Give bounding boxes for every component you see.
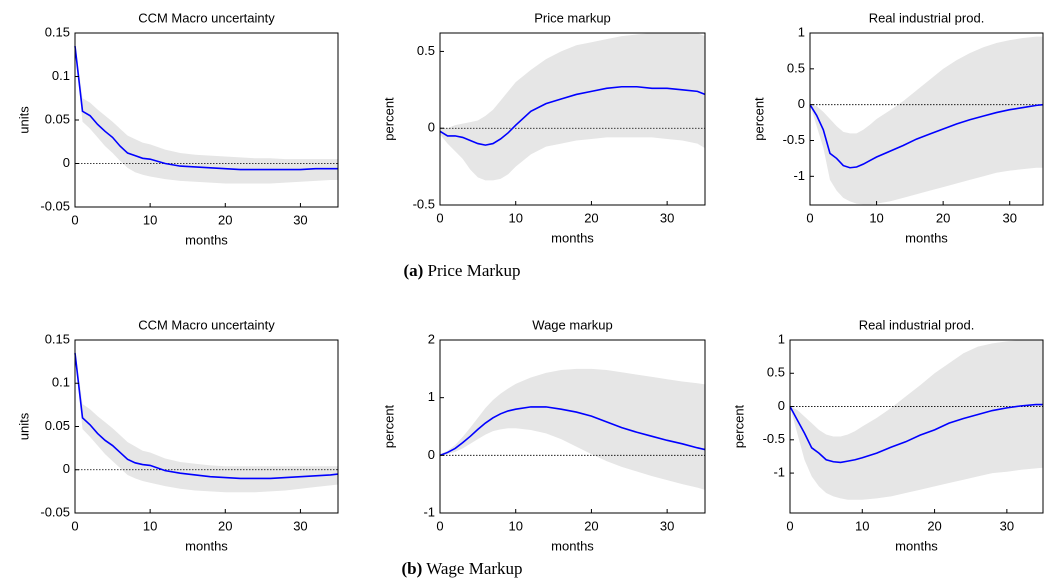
y-tick-label: 2 xyxy=(428,331,435,346)
confidence-band xyxy=(75,348,338,493)
y-tick-label: 1 xyxy=(428,389,435,404)
chart-title: CCM Macro uncertainty xyxy=(138,10,275,25)
x-axis-label: months xyxy=(551,538,594,553)
caption: (a) Price Markup xyxy=(403,261,520,280)
x-tick-label: 10 xyxy=(143,518,157,533)
y-tick-label: 0.5 xyxy=(787,60,805,75)
response-line xyxy=(439,85,706,146)
x-axis-label: months xyxy=(185,232,228,247)
x-tick-label: 20 xyxy=(584,210,598,225)
y-tick-label: 1 xyxy=(798,24,805,39)
y-axis-label: percent xyxy=(381,404,396,448)
y-tick-label: -0.5 xyxy=(413,196,435,211)
response-line xyxy=(789,403,1043,464)
axes-box xyxy=(439,32,706,206)
response-line xyxy=(439,406,706,457)
chart-title: Real industrial prod. xyxy=(859,317,975,332)
caption-text: Wage Markup xyxy=(426,559,522,578)
y-tick-label: -0.05 xyxy=(40,198,70,213)
x-tick-label: 30 xyxy=(293,518,307,533)
caption: (b) Wage Markup xyxy=(401,559,522,578)
y-axis-label: percent xyxy=(381,97,396,141)
x-tick-label: 10 xyxy=(143,212,157,227)
x-tick-label: 20 xyxy=(584,518,598,533)
confidence-band xyxy=(75,41,338,184)
y-tick-label: 0 xyxy=(428,447,435,462)
y-tick-label: 0.5 xyxy=(417,43,435,58)
y-tick-label: 0 xyxy=(798,96,805,111)
y-tick-label: -0.5 xyxy=(783,132,805,147)
y-tick-label: -1 xyxy=(773,465,785,480)
y-tick-label: 0 xyxy=(63,461,70,476)
confidence-band xyxy=(810,36,1043,205)
y-tick-label: 0 xyxy=(778,398,785,413)
x-axis-label: months xyxy=(551,230,594,245)
chart-title: Real industrial prod. xyxy=(869,10,985,25)
response-line xyxy=(74,352,339,480)
response-line xyxy=(809,103,1044,169)
x-tick-label: 0 xyxy=(71,518,78,533)
x-tick-label: 20 xyxy=(218,518,232,533)
x-tick-label: 20 xyxy=(936,210,950,225)
y-tick-label: 0.05 xyxy=(45,418,70,433)
x-tick-label: 20 xyxy=(927,518,941,533)
y-tick-label: 0.1 xyxy=(52,68,70,83)
x-tick-label: 30 xyxy=(660,518,674,533)
confidence-band xyxy=(790,340,1043,500)
x-tick-label: 30 xyxy=(660,210,674,225)
x-tick-label: 0 xyxy=(806,210,813,225)
y-tick-label: -0.5 xyxy=(763,431,785,446)
y-tick-label: 0.5 xyxy=(767,365,785,380)
confidence-band xyxy=(440,33,705,181)
y-tick-label: 1 xyxy=(778,331,785,346)
response-line xyxy=(74,45,338,171)
x-tick-label: 10 xyxy=(508,518,522,533)
chart-title: CCM Macro uncertainty xyxy=(138,317,275,332)
caption-label: (a) xyxy=(403,261,423,280)
y-tick-label: 0.05 xyxy=(45,111,70,126)
axes-box xyxy=(789,339,1044,514)
x-tick-label: 10 xyxy=(869,210,883,225)
axes-box xyxy=(809,32,1044,206)
x-tick-label: 10 xyxy=(508,210,522,225)
x-tick-label: 30 xyxy=(1002,210,1016,225)
y-axis-label: percent xyxy=(751,97,766,141)
chart-title: Price markup xyxy=(534,10,611,25)
x-tick-label: 20 xyxy=(218,212,232,227)
y-axis-label: units xyxy=(16,412,31,440)
x-axis-label: months xyxy=(895,538,938,553)
x-tick-label: 0 xyxy=(71,212,78,227)
x-tick-label: 30 xyxy=(1000,518,1014,533)
x-tick-label: 0 xyxy=(786,518,793,533)
x-tick-label: 0 xyxy=(436,518,443,533)
y-tick-label: 0.15 xyxy=(45,24,70,39)
x-tick-label: 0 xyxy=(436,210,443,225)
y-axis-label: units xyxy=(16,106,31,134)
x-tick-label: 10 xyxy=(855,518,869,533)
y-tick-label: 0.1 xyxy=(52,375,70,390)
confidence-band xyxy=(440,368,705,490)
x-tick-label: 30 xyxy=(293,212,307,227)
caption-text: Price Markup xyxy=(428,261,521,280)
y-tick-label: -1 xyxy=(423,504,435,519)
y-axis-label: percent xyxy=(731,404,746,448)
y-tick-label: -0.05 xyxy=(40,504,70,519)
axes-box xyxy=(439,339,706,514)
y-tick-label: 0 xyxy=(63,155,70,170)
chart-title: Wage markup xyxy=(532,317,612,332)
x-axis-label: months xyxy=(905,230,948,245)
y-tick-label: -1 xyxy=(793,168,805,183)
x-axis-label: months xyxy=(185,538,228,553)
y-tick-label: 0 xyxy=(428,120,435,135)
y-tick-label: 0.15 xyxy=(45,331,70,346)
caption-label: (b) xyxy=(401,559,422,578)
